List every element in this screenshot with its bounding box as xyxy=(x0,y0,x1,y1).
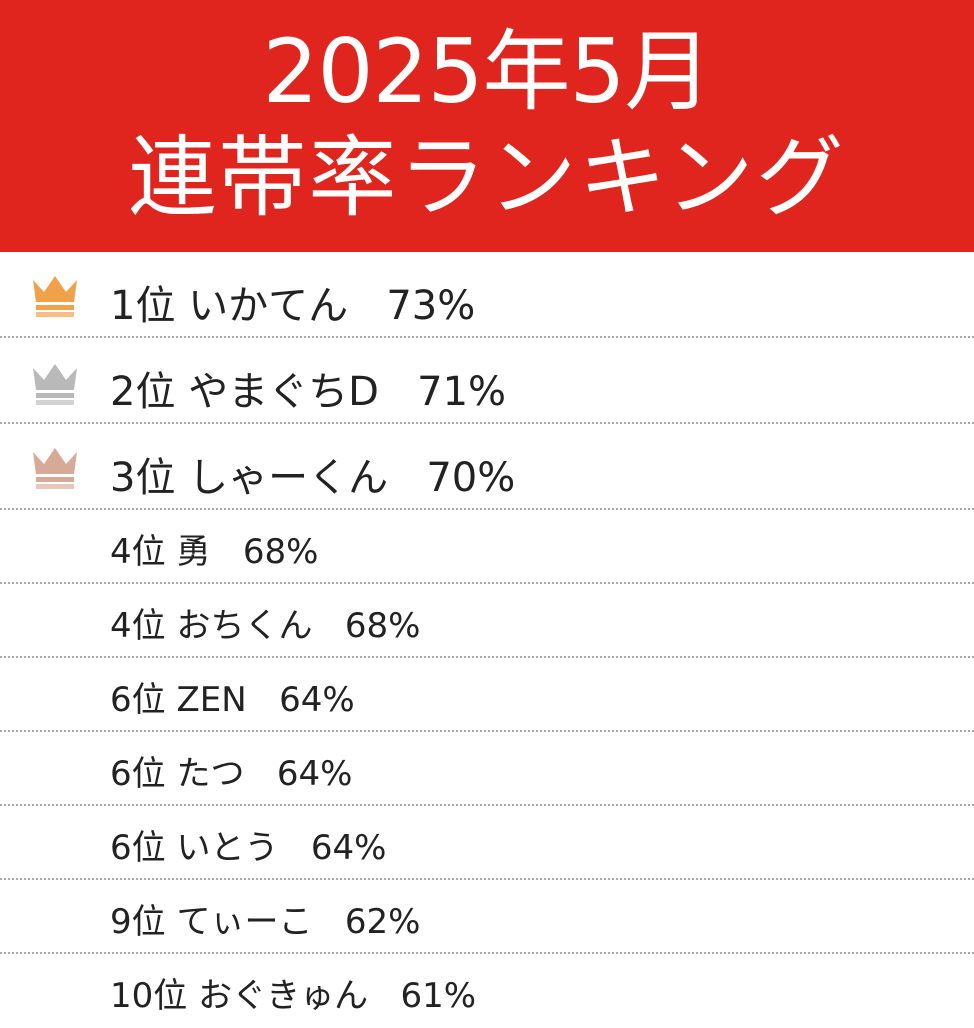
player-name: しゃーくん xyxy=(188,455,389,501)
ranking-entry: 6位 ZEN 64% xyxy=(110,680,355,720)
rank-label: 4位 xyxy=(110,606,166,646)
ranking-entry: 3位 しゃーくん 70% xyxy=(110,454,515,502)
rank-label: 3位 xyxy=(110,455,176,501)
ranking-row-3: 3位 しゃーくん 70% xyxy=(0,424,974,510)
silver-crown-icon xyxy=(33,364,77,405)
ranking-entry: 10位 おぐきゅん 61% xyxy=(110,976,476,1016)
rank-label: 2位 xyxy=(110,369,176,415)
player-name: いとう xyxy=(176,828,279,868)
ranking-entry: 6位 たつ 64% xyxy=(110,754,352,794)
ranking-entry: 2位 やまぐちD 71% xyxy=(110,368,506,416)
ranking-row-6: 6位 ZEN 64% xyxy=(0,658,974,732)
rate-value: 64% xyxy=(279,680,355,720)
rank-label: 6位 xyxy=(110,680,166,720)
ranking-row-8: 6位 いとう 64% xyxy=(0,806,974,880)
rank-label: 6位 xyxy=(110,754,166,794)
rank-label: 6位 xyxy=(110,828,166,868)
ranking-row-1: 1位 いかてん 73% xyxy=(0,252,974,338)
player-name: たつ xyxy=(176,754,245,794)
header-title-ranking: 連帯率ランキング xyxy=(128,126,846,229)
bronze-crown-icon xyxy=(33,448,77,489)
ranking-row-7: 6位 たつ 64% xyxy=(0,732,974,806)
player-name: 勇 xyxy=(176,532,211,572)
rate-value: 68% xyxy=(344,606,421,646)
ranking-entry: 1位 いかてん 73% xyxy=(110,282,475,330)
rate-value: 61% xyxy=(400,976,477,1016)
rate-value: 62% xyxy=(344,902,421,942)
rate-value: 71% xyxy=(417,369,507,415)
player-name: おぐきゅん xyxy=(198,976,369,1016)
rate-value: 68% xyxy=(242,532,319,572)
rate-value: 70% xyxy=(426,455,516,501)
ranking-row-2: 2位 やまぐちD 71% xyxy=(0,338,974,424)
rank-label: 1位 xyxy=(110,283,176,329)
rank-label: 9位 xyxy=(110,902,166,942)
rate-value: 64% xyxy=(276,754,353,794)
ranking-entry: 6位 いとう 64% xyxy=(110,828,386,868)
ranking-row-5: 4位 おちくん 68% xyxy=(0,584,974,658)
player-name: てぃーこ xyxy=(176,902,313,942)
ranking-entry: 4位 勇 68% xyxy=(110,532,318,572)
ranking-entry: 4位 おちくん 68% xyxy=(110,606,420,646)
gold-crown-icon xyxy=(33,276,77,317)
ranking-row-9: 9位 てぃーこ 62% xyxy=(0,880,974,954)
rank-label: 10位 xyxy=(110,976,188,1016)
rank-label: 4位 xyxy=(110,532,166,572)
header-title-month: 2025年5月 xyxy=(262,20,713,123)
player-name: おちくん xyxy=(176,606,313,646)
player-name: ZEN xyxy=(176,680,247,720)
ranking-entry: 9位 てぃーこ 62% xyxy=(110,902,420,942)
rate-value: 73% xyxy=(386,283,476,329)
ranking-row-4: 4位 勇 68% xyxy=(0,510,974,584)
player-name: やまぐちD xyxy=(188,369,379,415)
player-name: いかてん xyxy=(188,283,349,329)
rate-value: 64% xyxy=(310,828,387,868)
ranking-row-10: 10位 おぐきゅん 61% xyxy=(0,954,974,1028)
ranking-header: 2025年5月 連帯率ランキング xyxy=(0,0,974,252)
